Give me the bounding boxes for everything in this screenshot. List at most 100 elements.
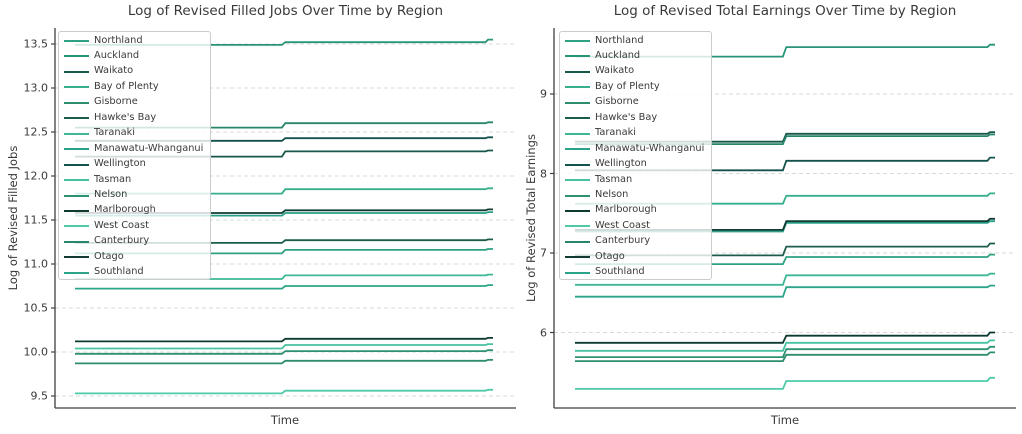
legend-line-swatch [64, 148, 89, 151]
legend-line-swatch [565, 240, 590, 243]
legend-item: Nelson [560, 188, 713, 203]
legend-item: Marlborough [59, 203, 212, 218]
series-line-waikato [575, 131, 995, 143]
chart2-plot [550, 28, 1016, 409]
legend-label: Auckland [595, 49, 641, 61]
legend-line-swatch [565, 117, 590, 120]
series-line-southland [75, 284, 493, 290]
legend-line-swatch [565, 148, 590, 151]
legend-line-swatch [565, 256, 590, 259]
series-line-auckland [575, 43, 995, 58]
legend-line-swatch [64, 271, 89, 274]
legend-item: Otago [560, 249, 713, 264]
y-tick-label: 8 [540, 167, 547, 180]
series-line-gisborne [75, 358, 493, 365]
legend-line-swatch [565, 209, 590, 212]
legend-item: Auckland [59, 48, 212, 63]
legend-label: Bay of Plenty [595, 80, 660, 92]
legend-line-swatch [565, 163, 590, 166]
legend-item: Manawatu-Whanganui [59, 141, 212, 156]
legend-label: Taranaki [94, 127, 136, 139]
legend-label: Northland [94, 34, 143, 46]
legend-line-swatch [64, 132, 89, 135]
legend-line-swatch [565, 55, 590, 58]
legend-item: Tasman [59, 172, 212, 187]
y-tick-label: 9.5 [30, 389, 49, 403]
legend-label: Marlborough [595, 204, 657, 216]
legend-label: Southland [94, 266, 144, 278]
legend-line-swatch [64, 86, 89, 89]
legend-item: Bay of Plenty [59, 79, 212, 94]
legend-label: Tasman [595, 173, 633, 185]
legend-item: Wellington [560, 157, 713, 172]
chart1-plot [51, 28, 516, 409]
legend-item: Hawke's Bay [59, 110, 212, 125]
y-tick-label: 7 [540, 246, 547, 260]
legend-item: Manawatu-Whanganui [560, 141, 713, 156]
legend-label: Canterbury [595, 235, 651, 247]
legend-item: Southland [560, 265, 713, 280]
legend-item: Northland [59, 33, 212, 48]
legend-item: Auckland [560, 48, 713, 63]
legend-line-swatch [64, 240, 89, 243]
series-line-otago [575, 217, 995, 231]
y-tick-label: 12.0 [23, 169, 49, 183]
legend-line-swatch [64, 256, 89, 259]
series-line-otago [75, 208, 493, 214]
series-line-hawke-s-bay [75, 238, 493, 244]
legend-label: Bay of Plenty [94, 80, 159, 92]
legend-item: Waikato [59, 64, 212, 79]
legend-item: Northland [560, 33, 713, 48]
legend-item: Wellington [59, 157, 212, 172]
series-line-wellington [75, 136, 493, 142]
legend-label: Manawatu-Whanganui [595, 142, 705, 154]
y-tick-label: 10.0 [23, 345, 49, 359]
legend-item: Hawke's Bay [560, 110, 713, 125]
y-tick-label: 13.0 [23, 81, 49, 95]
y-tick-label: 13.5 [23, 37, 49, 51]
legend-label: Hawke's Bay [595, 111, 658, 123]
series-line-west-coast [75, 388, 493, 395]
legend-line-swatch [64, 70, 89, 73]
legend-item: Canterbury [59, 234, 212, 249]
series-line-taranaki [75, 273, 493, 280]
legend-item: Canterbury [560, 234, 713, 249]
chart1-title: Log of Revised Filled Jobs Over Time by … [127, 3, 444, 19]
legend-label: Auckland [94, 49, 140, 61]
series-line-nelson [575, 345, 995, 359]
series-line-bay-of-plenty [575, 192, 995, 205]
legend-label: Manawatu-Whanganui [94, 142, 204, 154]
series-line-tasman [75, 343, 493, 350]
legend-line-swatch [565, 101, 590, 104]
series-line-bay-of-plenty [75, 187, 493, 195]
legend-label: Hawke's Bay [94, 111, 157, 123]
legend-label: Southland [595, 266, 645, 278]
series-line-auckland [75, 38, 493, 46]
y-tick-label: 11.5 [23, 213, 49, 227]
legend-label: Nelson [94, 189, 128, 200]
legend-item: Taranaki [59, 126, 212, 141]
legend-item: Gisborne [59, 95, 212, 110]
series-line-marlborough [75, 336, 493, 343]
legend-item: Marlborough [560, 203, 713, 218]
chart2-x-axis-label: Time [770, 413, 800, 427]
legend-label: Northland [595, 34, 644, 46]
legend-item: West Coast [560, 218, 713, 233]
series-line-west-coast [575, 376, 995, 390]
legend-line-swatch [64, 194, 89, 197]
legend-label: West Coast [595, 219, 650, 231]
legend-line-swatch [64, 117, 89, 120]
legend-label: West Coast [94, 219, 149, 231]
legend-item: Otago [59, 249, 212, 264]
legend-line-swatch [565, 194, 590, 197]
legend-label: Gisborne [94, 96, 138, 108]
legend-label: Wellington [94, 158, 146, 170]
chart2-y-axis-label: Log of Revised Total Earnings [524, 134, 538, 302]
legend-item: Gisborne [560, 95, 713, 110]
series-line-canterbury [75, 121, 493, 129]
legend-label: Nelson [595, 189, 629, 200]
chart1-legend: Northland Auckland Waikato Bay of Plenty Gis… [58, 31, 211, 280]
y-tick-label: 10.5 [23, 301, 49, 315]
legend-line-swatch [565, 179, 590, 182]
